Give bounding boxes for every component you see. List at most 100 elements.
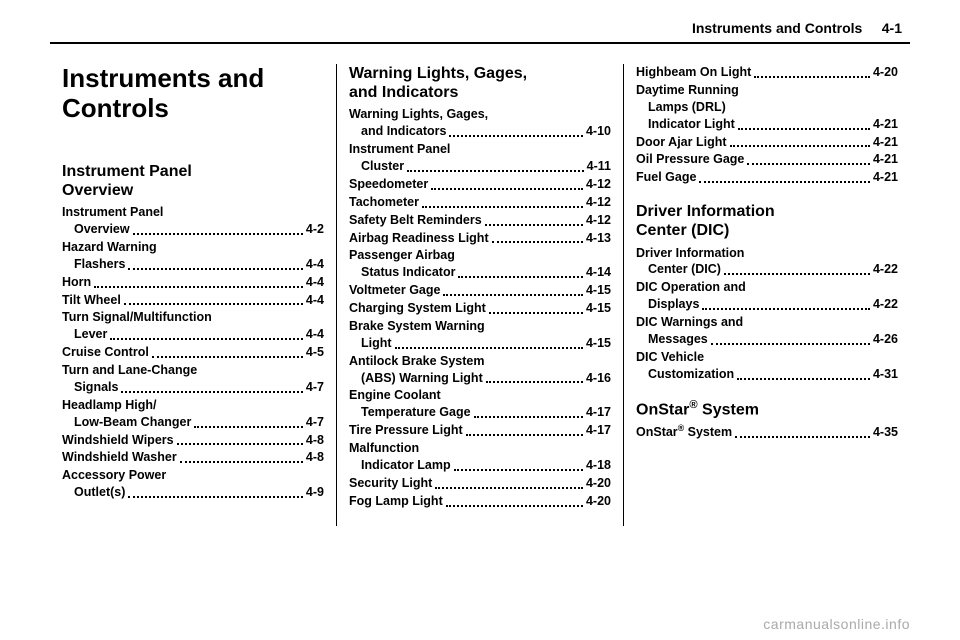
toc-list: OnStar® System4-35 <box>636 423 898 441</box>
leader-dots <box>485 224 583 226</box>
toc-entry-label: Low-Beam Changer <box>62 414 191 431</box>
toc-entry-label: Fog Lamp Light <box>349 493 443 510</box>
toc-entry-page: 4-7 <box>306 379 324 396</box>
toc-entry: Turn and Lane-ChangeSignals4-7 <box>62 362 324 396</box>
toc-entry-label: and Indicators <box>349 123 446 140</box>
toc-entry-label: Tilt Wheel <box>62 292 121 309</box>
toc-entry: Tilt Wheel 4-4 <box>62 292 324 309</box>
toc-entry-page: 4-17 <box>586 422 611 439</box>
toc-entry: Oil Pressure Gage 4-21 <box>636 151 898 168</box>
toc-entry-label: Status Indicator <box>349 264 455 281</box>
toc-entry-page: 4-21 <box>873 169 898 186</box>
leader-dots <box>454 469 583 471</box>
toc-entry-page: 4-9 <box>306 484 324 501</box>
toc-entry: Speedometer4-12 <box>349 176 611 193</box>
toc-entry-label: Center (DIC) <box>636 261 721 278</box>
section-heading: Driver Information Center (DIC) <box>636 202 898 240</box>
toc-entry: OnStar® System4-35 <box>636 423 898 441</box>
toc-entry-page: 4-15 <box>586 300 611 317</box>
leader-dots <box>177 443 303 445</box>
toc-entry: Fuel Gage4-21 <box>636 169 898 186</box>
toc-entry-page: 4-22 <box>873 261 898 278</box>
toc-entry-label: Oil Pressure Gage <box>636 151 744 168</box>
leader-dots <box>466 434 583 436</box>
page-container: Instruments and Controls 4-1 Instruments… <box>0 0 960 640</box>
toc-entry-label: Door Ajar Light <box>636 134 727 151</box>
toc-entry-label: Windshield Washer <box>62 449 177 466</box>
toc-entry-label: (ABS) Warning Light <box>349 370 483 387</box>
toc-entry: Windshield Washer4-8 <box>62 449 324 466</box>
toc-entry: Driver InformationCenter (DIC)4-22 <box>636 245 898 279</box>
toc-entry-label: Outlet(s) <box>62 484 125 501</box>
leader-dots <box>435 487 583 489</box>
leader-dots <box>449 135 583 137</box>
toc-entry: Warning Lights, Gages,and Indicators4-10 <box>349 106 611 140</box>
toc-entry: Turn Signal/MultifunctionLever4-4 <box>62 309 324 343</box>
toc-entry: Cruise Control4-5 <box>62 344 324 361</box>
toc-list: Warning Lights, Gages,and Indicators4-10… <box>349 106 611 509</box>
toc-entry: Instrument PanelOverview4-2 <box>62 204 324 238</box>
toc-entry-label: Flashers <box>62 256 125 273</box>
toc-entry-page: 4-14 <box>586 264 611 281</box>
toc-entry: Highbeam On Light4-20 <box>636 64 898 81</box>
toc-entry-label: Speedometer <box>349 176 428 193</box>
leader-dots <box>180 461 303 463</box>
toc-entry-label: Cluster <box>349 158 404 175</box>
toc-entry-label: Customization <box>636 366 734 383</box>
toc-entry-page: 4-31 <box>873 366 898 383</box>
toc-entry-page: 4-4 <box>306 292 324 309</box>
toc-entry-page: 4-4 <box>306 256 324 273</box>
toc-entry-page: 4-20 <box>873 64 898 81</box>
toc-entry: Airbag Readiness Light 4-13 <box>349 230 611 247</box>
toc-entry-label: Airbag Readiness Light <box>349 230 489 247</box>
toc-entry-page: 4-21 <box>873 116 898 133</box>
toc-entry-page: 4-13 <box>586 230 611 247</box>
leader-dots <box>128 268 303 270</box>
toc-entry-page: 4-35 <box>873 424 898 441</box>
toc-entry: MalfunctionIndicator Lamp4-18 <box>349 440 611 474</box>
leader-dots <box>702 308 870 310</box>
leader-dots <box>699 181 870 183</box>
leader-dots <box>735 436 870 438</box>
toc-entry-label: Cruise Control <box>62 344 149 361</box>
toc-entry-page: 4-12 <box>586 212 611 229</box>
toc-entry-page: 4-17 <box>586 404 611 421</box>
leader-dots <box>121 391 302 393</box>
toc-entry-page: 4-18 <box>586 457 611 474</box>
leader-dots <box>152 356 303 358</box>
toc-entry: Engine CoolantTemperature Gage4-17 <box>349 387 611 421</box>
toc-list: Highbeam On Light4-20Daytime RunningLamp… <box>636 64 898 186</box>
toc-entry: Instrument PanelCluster4-11 <box>349 141 611 175</box>
toc-entry-page: 4-11 <box>587 158 611 175</box>
toc-entry-page: 4-22 <box>873 296 898 313</box>
toc-entry-page: 4-2 <box>306 221 324 238</box>
toc-entry: Passenger AirbagStatus Indicator4-14 <box>349 247 611 281</box>
toc-entry-page: 4-21 <box>873 151 898 168</box>
leader-dots <box>443 294 583 296</box>
leader-dots <box>431 188 583 190</box>
toc-entry: Fog Lamp Light4-20 <box>349 493 611 510</box>
toc-entry-page: 4-20 <box>586 475 611 492</box>
leader-dots <box>94 286 303 288</box>
leader-dots <box>124 303 303 305</box>
toc-entry: DIC Warnings andMessages4-26 <box>636 314 898 348</box>
toc-entry: Windshield Wipers4-8 <box>62 432 324 449</box>
toc-entry-page: 4-10 <box>586 123 611 140</box>
column-1: Instruments and ControlsInstrument Panel… <box>50 64 337 526</box>
leader-dots <box>422 206 583 208</box>
toc-entry: Voltmeter Gage4-15 <box>349 282 611 299</box>
toc-entry-label: Displays <box>636 296 699 313</box>
toc-entry: Security Light4-20 <box>349 475 611 492</box>
toc-entry-page: 4-8 <box>306 432 324 449</box>
toc-entry-page: 4-15 <box>586 335 611 352</box>
toc-entry-page: 4-7 <box>306 414 324 431</box>
toc-entry-label: Voltmeter Gage <box>349 282 440 299</box>
toc-entry-page: 4-21 <box>873 134 898 151</box>
toc-entry-label: Lever <box>62 326 107 343</box>
toc-entry-page: 4-4 <box>306 274 324 291</box>
toc-entry-label: Tire Pressure Light <box>349 422 463 439</box>
leader-dots <box>194 426 303 428</box>
toc-entry: Hazard WarningFlashers4-4 <box>62 239 324 273</box>
leader-dots <box>128 496 303 498</box>
leader-dots <box>407 170 584 172</box>
